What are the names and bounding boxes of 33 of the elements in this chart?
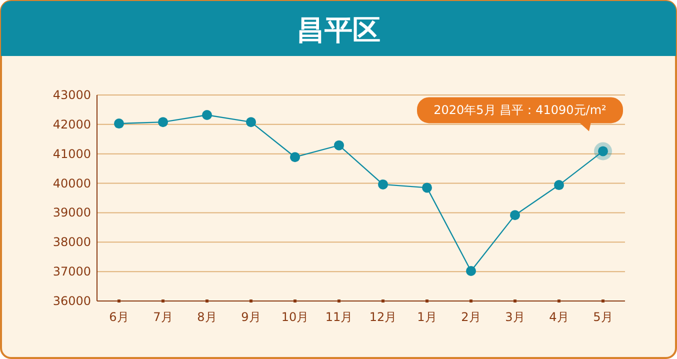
point: [114, 118, 124, 129]
y-tick-label: 36000: [52, 294, 91, 308]
y-tick-label: 42000: [52, 117, 91, 132]
y-tick-label: 43000: [52, 88, 91, 102]
chart-title: 昌平区: [296, 14, 380, 46]
point: [158, 117, 168, 128]
y-tick-label: 40000: [52, 176, 91, 190]
point: [202, 110, 212, 120]
point: [334, 140, 344, 150]
x-tick-label: 11月: [325, 310, 353, 324]
point: [510, 210, 520, 220]
x-tick-label: 2月: [461, 310, 481, 324]
x-tick-label: 5月: [593, 310, 613, 324]
x-tick-label: 6月: [109, 310, 129, 324]
x-tick-label: 7月: [153, 310, 173, 324]
x-tick-label: 8月: [197, 310, 217, 324]
point: [378, 179, 388, 190]
x-tick-label: 3月: [505, 310, 525, 324]
point: [466, 266, 476, 276]
point: [422, 182, 432, 193]
y-tick-label: 38000: [52, 235, 91, 250]
y-tick-label: 37000: [52, 264, 91, 279]
point: [554, 180, 564, 190]
y-tick-label: 41000: [52, 146, 91, 161]
x-tick-label: 12月: [369, 310, 397, 324]
x-tick-label: 9月: [241, 310, 261, 324]
x-tick-label: 4月: [549, 310, 569, 324]
x-tick-label: 1月: [417, 310, 437, 324]
annotation: 2020年5月 昌平：41090元/m²: [434, 103, 607, 118]
y-tick-label: 39000: [52, 206, 91, 220]
point: [246, 117, 256, 128]
point: [290, 152, 300, 162]
x-tick-label: 10月: [281, 310, 309, 324]
